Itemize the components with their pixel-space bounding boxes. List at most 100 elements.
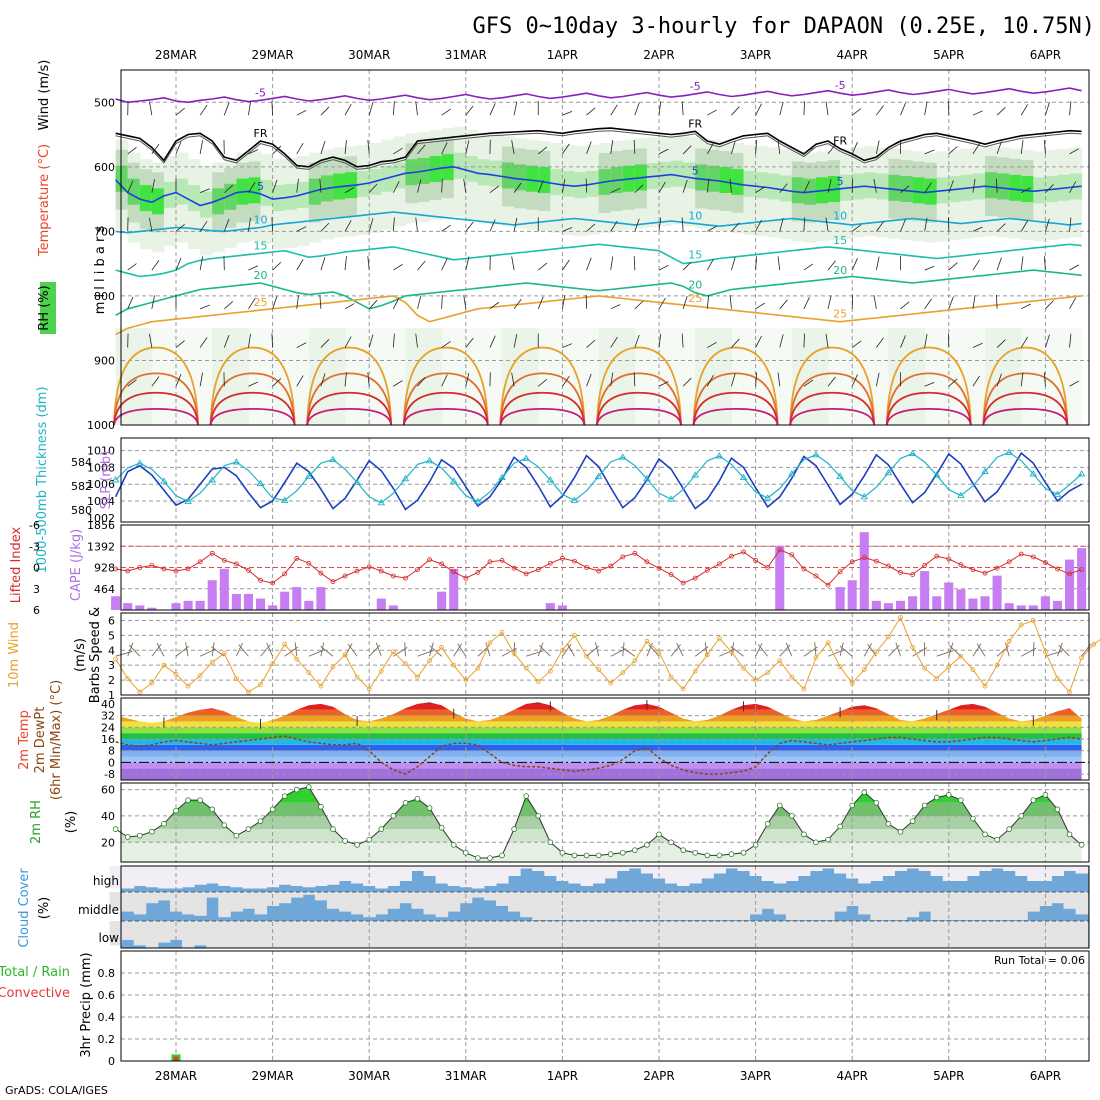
cloud-clear-high xyxy=(532,866,545,871)
cloud-clear-middle xyxy=(604,892,618,920)
cloud-clear-low xyxy=(628,921,642,948)
rh-shade-low xyxy=(429,328,443,425)
wind-barb xyxy=(586,373,592,387)
wind-barb xyxy=(296,294,299,309)
temperature-band xyxy=(121,744,1082,751)
wind-barb xyxy=(344,256,347,271)
cloud-clear-middle xyxy=(1027,892,1040,912)
cloud-clear-middle xyxy=(761,892,775,909)
wind-barb xyxy=(248,333,251,348)
wind-speed-point xyxy=(620,670,626,676)
wind-barb xyxy=(465,105,474,116)
wind-barb xyxy=(463,295,467,309)
wind-barb xyxy=(429,645,442,657)
wind-barb xyxy=(972,375,980,387)
wind-barb xyxy=(755,372,758,387)
wind-speed-point xyxy=(970,667,976,673)
cape-bar xyxy=(183,600,193,610)
wind-barb xyxy=(441,142,448,155)
cloud-clear-middle xyxy=(568,892,582,920)
wind-barb xyxy=(320,106,330,116)
rh-point xyxy=(233,832,240,839)
wind-barb xyxy=(511,372,515,387)
rh-shade-light xyxy=(972,147,986,238)
wind-speed-point xyxy=(1043,649,1048,655)
lifted-index-point xyxy=(837,569,843,575)
cape-bar xyxy=(1077,548,1087,610)
wind-barb xyxy=(827,179,832,193)
rh-shade-low xyxy=(393,328,406,425)
rh-shade-green xyxy=(864,172,877,199)
rh-shade-low xyxy=(345,328,358,425)
cloud-clear-low xyxy=(894,921,908,948)
lifted-index-point xyxy=(451,569,457,575)
thickness-point xyxy=(280,496,289,503)
wind-barb xyxy=(1020,140,1024,154)
wind-speed-point xyxy=(149,680,155,686)
cloud-clear-high xyxy=(834,866,847,874)
date-label-bottom: 2APR xyxy=(643,1069,674,1083)
lifted-index-line xyxy=(115,549,1082,586)
rh-shade-low xyxy=(683,328,696,425)
rh-shade-green xyxy=(743,170,757,197)
panel-2m-rh: 20 40 60 2m RH (%) xyxy=(29,782,1090,863)
cloud-clear-low xyxy=(508,921,521,948)
date-label-bottom: 29MAR xyxy=(252,1069,294,1083)
near-surface-isotherm xyxy=(499,391,586,426)
rh-shade-light xyxy=(1033,151,1046,242)
cloud-clear-middle xyxy=(326,892,340,909)
rh-shade-low xyxy=(1069,328,1083,425)
thickness-point xyxy=(957,491,965,499)
rh-point xyxy=(136,832,143,839)
cloud-clear-low xyxy=(375,921,388,948)
wind-barb xyxy=(779,183,788,193)
cloud-clear-low xyxy=(652,921,666,948)
wind-barb xyxy=(248,101,251,116)
wind-barb xyxy=(224,301,234,310)
wind-speed-point xyxy=(463,677,469,683)
slp-line xyxy=(114,451,1082,511)
thickness-point xyxy=(522,454,530,461)
wind-barb xyxy=(706,142,714,155)
wind-barb xyxy=(610,372,614,387)
rh-shade-green xyxy=(876,173,889,200)
rh-point xyxy=(535,813,542,819)
rh-point xyxy=(281,793,288,799)
date-label-top: 4APR xyxy=(836,48,867,62)
near-surface-isotherm xyxy=(402,407,489,426)
rh-shade-low xyxy=(489,328,503,425)
near-surface-isotherm xyxy=(306,391,393,426)
cloud-clear-high xyxy=(508,866,521,876)
rh-shade-green xyxy=(502,162,515,189)
cloud-clear-high xyxy=(471,866,485,889)
wind-barb xyxy=(393,264,403,271)
wind-speed-point xyxy=(922,665,928,671)
isotherm-label: 25 xyxy=(254,296,268,309)
y-tick-label: 0.6 xyxy=(98,989,116,1002)
isotherm-label: 25 xyxy=(688,292,702,305)
rh-point xyxy=(402,799,409,806)
wind-barb xyxy=(200,304,210,310)
wind-barb xyxy=(344,187,355,193)
cape-bar xyxy=(147,607,157,610)
panel-frame xyxy=(120,612,1090,696)
thickness-point xyxy=(763,494,772,501)
cloud-clear-high xyxy=(339,866,352,881)
wind-barb xyxy=(320,222,330,232)
wind-barb xyxy=(827,295,832,309)
thickness-point xyxy=(1029,470,1038,477)
ylabel-temperature: Temperature (°C) xyxy=(37,144,52,257)
near-surface-isotherm xyxy=(789,407,876,426)
rh-point xyxy=(644,842,650,848)
rh-shade-green xyxy=(888,174,901,201)
wind-barb xyxy=(562,295,566,309)
wind-barb xyxy=(873,295,877,309)
wind-barb xyxy=(367,372,370,387)
wind-barb xyxy=(803,333,805,348)
thickness-tick-label: 580 xyxy=(71,504,92,517)
rh-shade-light xyxy=(465,130,479,221)
wind-speed-point xyxy=(813,655,819,661)
lifted-index-point xyxy=(439,561,445,567)
cloud-clear-low xyxy=(568,921,582,948)
near-surface-isotherm xyxy=(306,346,393,426)
